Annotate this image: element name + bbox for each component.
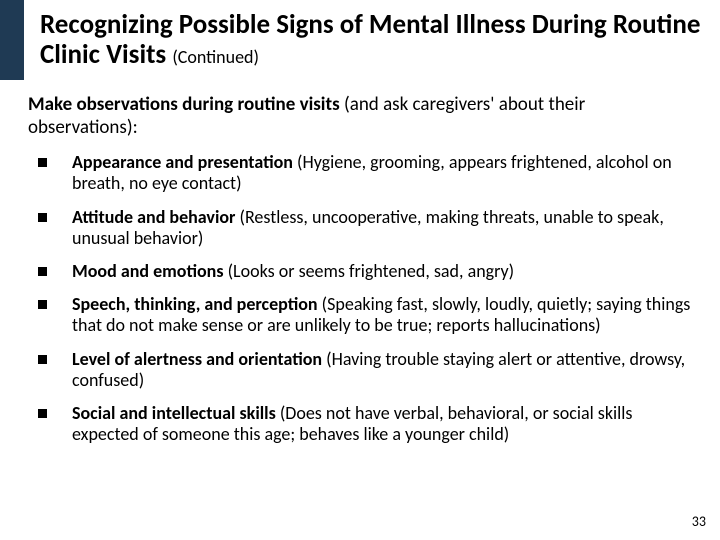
square-bullet-icon bbox=[38, 300, 47, 309]
bullet-lead: Level of alertness and orientation bbox=[72, 348, 326, 370]
list-item: Level of alertness and orientation (Havi… bbox=[38, 349, 692, 391]
title-main: Recognizing Possible Signs of Mental Ill… bbox=[40, 8, 700, 71]
bullet-lead: Speech, thinking, and perception bbox=[72, 293, 322, 315]
square-bullet-icon bbox=[38, 267, 47, 276]
bullet-lead: Appearance and presentation bbox=[72, 151, 297, 173]
square-bullet-icon bbox=[38, 409, 47, 418]
title-suffix: (Continued) bbox=[172, 46, 259, 68]
intro-bold: Make observations during routine visits bbox=[28, 93, 344, 116]
list-item: Attitude and behavior (Restless, uncoope… bbox=[38, 207, 692, 249]
intro-text: Make observations during routine visits … bbox=[28, 94, 692, 140]
bullet-list: Appearance and presentation (Hygiene, gr… bbox=[28, 152, 692, 446]
bullet-lead: Mood and emotions bbox=[72, 260, 228, 282]
bullet-lead: Attitude and behavior bbox=[72, 206, 240, 228]
slide-body: Make observations during routine visits … bbox=[0, 80, 720, 445]
list-item: Speech, thinking, and perception (Speaki… bbox=[38, 294, 692, 336]
slide-title: Recognizing Possible Signs of Mental Ill… bbox=[40, 10, 704, 70]
square-bullet-icon bbox=[38, 213, 47, 222]
bullet-lead: Social and intellectual skills bbox=[72, 402, 280, 424]
square-bullet-icon bbox=[38, 355, 47, 364]
list-item: Social and intellectual skills (Does not… bbox=[38, 403, 692, 445]
slide: Recognizing Possible Signs of Mental Ill… bbox=[0, 0, 720, 540]
title-box: Recognizing Possible Signs of Mental Ill… bbox=[24, 0, 720, 80]
list-item: Mood and emotions (Looks or seems fright… bbox=[38, 261, 692, 282]
list-item: Appearance and presentation (Hygiene, gr… bbox=[38, 152, 692, 194]
bullet-detail: (Looks or seems frightened, sad, angry) bbox=[228, 260, 515, 282]
title-bar: Recognizing Possible Signs of Mental Ill… bbox=[0, 0, 720, 80]
square-bullet-icon bbox=[38, 158, 47, 167]
page-number: 33 bbox=[692, 513, 706, 530]
